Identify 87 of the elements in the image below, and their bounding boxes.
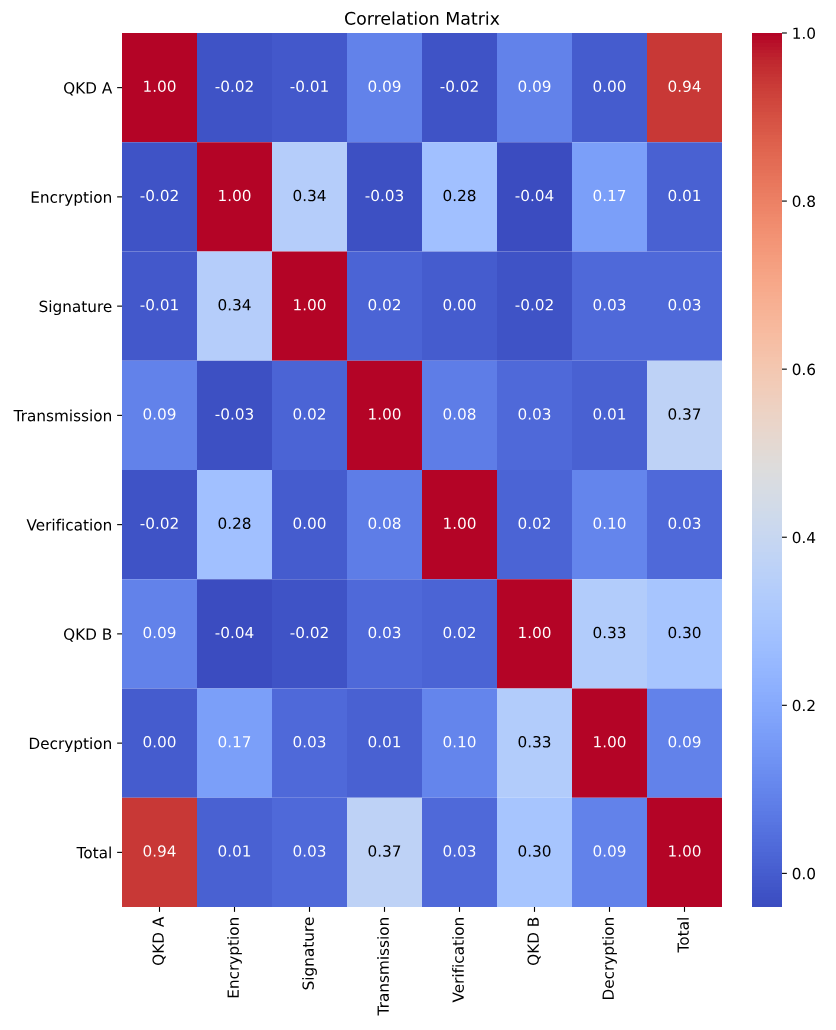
data-label: 0.09 [668, 736, 701, 748]
data-label: 0.02 [518, 517, 550, 530]
data-label: 0.34 [293, 189, 326, 202]
data-label: 0.00 [443, 299, 476, 311]
data-label: 0.34 [218, 299, 251, 311]
y-tick-label: Signature [39, 300, 112, 316]
data-label: 0.08 [443, 408, 476, 420]
data-label: 0.33 [518, 736, 551, 748]
x-tick-label: Encryption [227, 918, 242, 998]
chart-title: Correlation Matrix [345, 11, 500, 25]
data-label: 0.37 [368, 845, 401, 857]
data-label: 0.30 [518, 845, 551, 857]
data-label: 0.09 [518, 80, 551, 93]
x-tick-label: QKD A [152, 916, 166, 965]
data-label: 0.10 [593, 517, 626, 530]
data-label: -0.03 [215, 408, 254, 420]
data-label: -0.01 [290, 80, 328, 93]
y-tick-label: Transmission [13, 409, 111, 422]
y-tick-label: Decryption [29, 737, 111, 753]
color-bar-label: 1.0 [793, 27, 815, 40]
data-label: -0.03 [365, 189, 404, 202]
data-label: 0.03 [293, 736, 326, 748]
data-label: 0.01 [368, 736, 401, 748]
data-label: -0.02 [140, 189, 178, 202]
x-tick-label: Verification [452, 918, 464, 1003]
x-tick-label: Signature [302, 917, 317, 990]
color-bar-label: 0.8 [792, 195, 815, 208]
data-label: 0.03 [593, 299, 626, 311]
color-bar-label: 0.4 [792, 531, 816, 544]
data-label: 0.02 [368, 299, 400, 311]
data-label: 1.00 [594, 736, 626, 748]
data-label: 0.00 [293, 517, 326, 530]
data-label: 0.28 [218, 517, 251, 530]
data-label: 0.01 [593, 408, 626, 420]
data-label: 0.94 [143, 845, 176, 857]
color-bar-label: 0.6 [792, 363, 816, 376]
data-label: 0.03 [368, 626, 401, 639]
x-tick-label: Transmission [377, 918, 389, 1016]
y-tick-label: Encryption [31, 191, 111, 206]
data-label: 0.02 [293, 408, 325, 420]
data-label: 1.00 [219, 189, 251, 202]
data-label: 0.03 [668, 517, 701, 530]
data-label: 0.00 [143, 736, 176, 748]
y-tick-label: Verification [26, 518, 111, 531]
data-label: 0.03 [293, 845, 326, 857]
data-label: 0.28 [443, 189, 476, 202]
data-label: 1.00 [519, 626, 551, 639]
data-label: -0.02 [440, 80, 478, 93]
x-tick-label: Total [677, 918, 689, 953]
x-tick-label: QKD B [527, 917, 541, 966]
data-label: -0.02 [515, 299, 553, 311]
data-label: -0.04 [215, 626, 254, 639]
data-label: 0.03 [443, 845, 476, 857]
data-label: 0.09 [143, 408, 176, 420]
data-label: -0.02 [290, 626, 328, 639]
data-label: 0.30 [668, 626, 701, 639]
data-label: 0.03 [668, 299, 701, 311]
x-tick-label: Decryption [602, 918, 617, 1000]
data-label: -0.02 [215, 80, 253, 93]
data-label: 0.17 [593, 189, 626, 202]
data-label: 0.02 [443, 626, 475, 639]
data-label: -0.02 [140, 517, 178, 530]
y-tick-label: QKD B [63, 628, 112, 642]
data-label: -0.04 [515, 189, 554, 202]
data-label: 1.00 [144, 80, 176, 93]
data-label: 0.09 [368, 80, 401, 93]
data-label: 0.10 [443, 736, 476, 748]
data-label: 0.01 [218, 845, 251, 857]
data-label: 0.33 [593, 626, 626, 639]
data-label: 0.94 [668, 80, 701, 93]
data-label: -0.01 [140, 299, 178, 311]
color-bar-label: 0.0 [792, 867, 815, 880]
data-label: 0.03 [518, 408, 551, 420]
data-label: 1.00 [669, 845, 701, 857]
data-label: 0.00 [593, 80, 626, 93]
data-label: 0.01 [668, 189, 701, 202]
y-tick-label: QKD A [64, 82, 113, 96]
data-label: 1.00 [369, 408, 401, 420]
data-label: 1.00 [294, 299, 326, 311]
data-label: 1.00 [444, 517, 476, 530]
data-label: 0.09 [143, 626, 176, 639]
color-bar-label: 0.2 [792, 699, 815, 712]
data-label: 0.37 [668, 408, 701, 420]
y-tick-label: Total [76, 846, 111, 859]
data-label: 0.17 [218, 736, 251, 748]
data-label: 0.08 [368, 517, 401, 530]
data-label: 0.09 [593, 845, 626, 857]
